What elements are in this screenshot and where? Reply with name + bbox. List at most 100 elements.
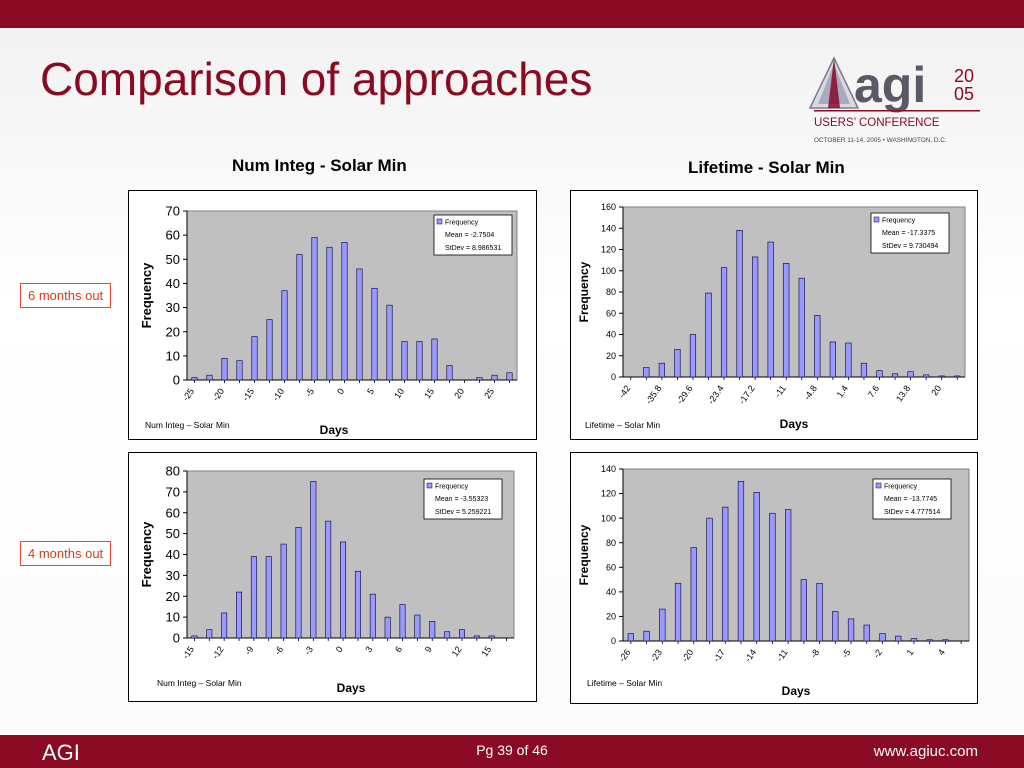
x-tick-label: -11 — [775, 647, 790, 663]
y-tick-label: 20 — [166, 324, 180, 339]
x-tick-label: -8 — [808, 647, 821, 659]
x-tick-label: -9 — [243, 644, 256, 656]
histogram-bar — [769, 512, 776, 642]
x-tick-label: -14 — [743, 647, 759, 663]
histogram-bar — [689, 334, 697, 378]
legend-box — [872, 478, 952, 520]
legend-mean: Mean = -2.7504 — [445, 232, 494, 239]
histogram-bar — [907, 371, 914, 378]
x-tick-label: 13.8 — [894, 383, 912, 403]
histogram-bar — [736, 230, 743, 378]
x-axis-label: Days — [782, 684, 811, 698]
histogram-bar — [281, 290, 288, 381]
histogram-bar — [325, 520, 332, 639]
chart-panel-lifetime-6-months: 0 20 40 60 80 100 120 140 160 -42 -35.8 -29.6 -23.4-… — [570, 190, 978, 440]
histogram-bar — [658, 362, 665, 378]
x-tick-label: -17.2 — [737, 383, 757, 406]
top-bar — [0, 0, 1024, 28]
x-tick-label: -11 — [773, 383, 788, 399]
chart-legend: Frequency Mean = -13.7745 StDev = 4.777514 — [872, 478, 952, 520]
histogram-bar — [311, 237, 318, 381]
y-tick-label: 160 — [601, 202, 616, 212]
logo-year-top: 20 — [954, 66, 974, 86]
histogram-bar — [354, 570, 361, 639]
histogram-bar — [476, 377, 483, 381]
histogram-bar — [206, 629, 213, 639]
x-tick-label: 3 — [363, 644, 374, 654]
histogram-bar — [767, 241, 774, 378]
y-tick-label: 50 — [166, 252, 180, 267]
histogram-bar — [506, 372, 513, 381]
histogram-bar — [926, 639, 933, 642]
y-tick-label: 0 — [173, 373, 180, 388]
y-tick-label: 50 — [166, 526, 180, 541]
histogram-bar — [446, 365, 453, 381]
chart-panel-lifetime-4-months: 0 20 40 60 80 100 120 140 -26 -23 -20 -17 -14 -11 -8 -5… — [570, 452, 978, 704]
legend-swatch — [873, 216, 880, 223]
x-tick-label: 15 — [422, 386, 436, 400]
legend-entry: Frequency — [445, 220, 479, 227]
histogram-bar — [876, 370, 883, 378]
histogram-bar — [250, 556, 257, 639]
x-tick-label: -23 — [648, 647, 664, 663]
histogram-bar — [643, 367, 650, 378]
histogram-bar — [280, 543, 287, 639]
histogram-bar — [845, 342, 852, 378]
y-tick-label: 20 — [166, 589, 180, 604]
histogram-bar — [251, 336, 258, 381]
x-tick-label: 25 — [482, 386, 496, 400]
histogram-bar — [326, 246, 333, 381]
x-tick-label: 6 — [393, 644, 404, 654]
histogram-bar — [384, 616, 391, 639]
legend-swatch — [426, 482, 433, 489]
histogram-bar — [832, 611, 839, 642]
page-number: Pg 39 of 46 — [476, 742, 548, 758]
legend-swatch — [436, 218, 443, 225]
histogram-bar — [860, 362, 868, 378]
y-tick-label: 120 — [601, 489, 616, 499]
chart-svg-num6: 0 10 20 30 40 50 60 70 -25 -20 -15 -10 -5 0 5 10 15 20 25 F… — [139, 204, 518, 437]
histogram-bar — [236, 360, 243, 381]
histogram-bar — [814, 315, 821, 378]
logo-line1: USERS’ CONFERENCE — [814, 117, 940, 129]
histogram-bar — [416, 341, 423, 381]
y-tick-label: 0 — [173, 631, 180, 646]
x-tick-label: 20 — [452, 386, 466, 400]
histogram-bar — [310, 481, 317, 639]
histogram-bar — [705, 292, 712, 378]
histogram-bar — [674, 582, 682, 642]
x-tick-label: -3 — [302, 644, 315, 656]
x-tick-label: -42 — [617, 383, 633, 399]
logo-year-bottom: 05 — [954, 84, 974, 104]
histogram-bar — [690, 547, 697, 642]
x-tick-label: -4.8 — [802, 383, 819, 401]
x-axis-label: Days — [337, 681, 366, 695]
x-tick-label: -26 — [617, 647, 633, 663]
legend-mean: Mean = -3.55323 — [435, 496, 488, 503]
histogram-bar — [800, 579, 807, 642]
histogram-bar — [895, 635, 902, 642]
y-axis-label: Frequency — [577, 261, 591, 322]
chart-panel-num-integ-6-months: 0 10 20 30 40 50 60 70 -25 -20 -15 -10 -5 0 5 10 15 20 25 F… — [128, 190, 537, 440]
x-tick-label: -20 — [210, 386, 226, 402]
histogram-bar — [236, 591, 242, 639]
chart-caption: Num Integ – Solar Min — [157, 678, 242, 688]
chart-svg-num4: 0 10 20 30 40 50 60 70 80 -15 -12 -9 -6 -3 0 3 6 9 12 15 Fre… — [139, 464, 515, 695]
legend-entry: Frequency — [882, 218, 916, 225]
histogram-bar — [891, 373, 899, 378]
y-tick-label: 0 — [611, 636, 616, 646]
histogram-bar — [910, 638, 918, 642]
histogram-bar — [356, 268, 363, 381]
y-tick-label: 60 — [606, 308, 616, 318]
histogram-bar — [659, 608, 666, 642]
x-tick-label: 1.4 — [835, 383, 850, 399]
legend-box — [870, 212, 950, 254]
legend-box — [423, 478, 503, 520]
label-4-months: 4 months out — [20, 541, 112, 566]
chart-panel-num-integ-4-months: 0 10 20 30 40 50 60 70 80 -15 -12 -9 -6 -3 0 3 6 9 12 15 Fre… — [128, 452, 537, 702]
x-tick-label: 9 — [423, 644, 434, 654]
y-tick-label: 30 — [166, 568, 180, 583]
x-tick-label: -29.6 — [675, 383, 695, 406]
y-tick-label: 40 — [166, 547, 180, 562]
